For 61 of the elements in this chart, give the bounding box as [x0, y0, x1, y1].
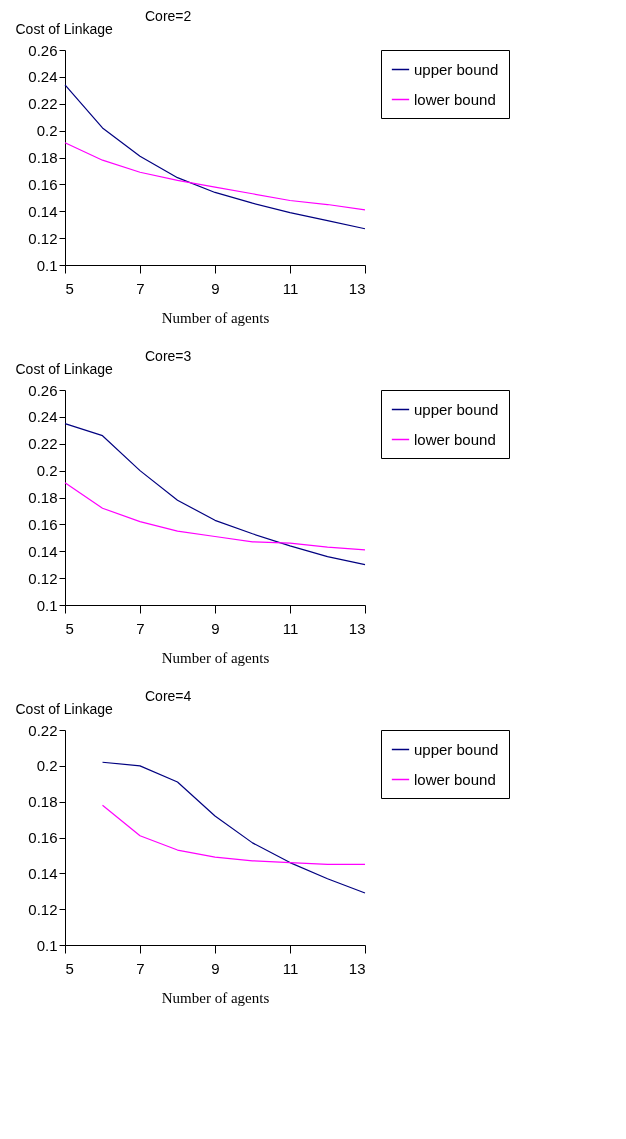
y-tick-label: 0.18 — [28, 149, 58, 166]
y-tick-label: 0.2 — [36, 757, 58, 775]
chart-title: Core=4 — [145, 688, 192, 704]
x-tick-label: 11 — [282, 279, 299, 297]
y-tick-label: 0.18 — [28, 489, 58, 506]
y-tick-label: 0.22 — [28, 435, 58, 453]
y-tick-label: 0.22 — [28, 721, 58, 739]
y-tick-label: 0.14 — [28, 542, 58, 560]
y-axis-title: Cost of Linkage — [15, 700, 113, 717]
y-tick-label: 0.16 — [28, 829, 58, 846]
legend-label: upper bound — [414, 60, 499, 78]
line-series — [64, 142, 366, 211]
y-axis-title: Cost of Linkage — [15, 360, 113, 377]
y-tick-label: 0.1 — [36, 596, 58, 614]
y-tick-label: 0.12 — [28, 900, 58, 918]
legend-label: lower bound — [414, 430, 496, 448]
x-tick-label: 9 — [211, 279, 220, 297]
y-tick-label: 0.14 — [28, 864, 58, 882]
chart-title: Core=2 — [145, 8, 192, 24]
y-tick-label: 0.26 — [28, 381, 58, 399]
legend-label: lower bound — [414, 770, 496, 788]
y-tick-label: 0.18 — [28, 793, 58, 811]
x-tick-label: 5 — [65, 279, 74, 297]
x-tick-label: 11 — [282, 959, 299, 977]
legend-label: upper bound — [414, 740, 499, 758]
x-tick-label: 13 — [348, 959, 366, 977]
line-series — [101, 804, 366, 865]
y-tick-label: 0.24 — [28, 68, 58, 86]
legend-label: lower bound — [414, 90, 496, 108]
line-series — [64, 422, 366, 566]
y-axis-title: Cost of Linkage — [15, 20, 113, 37]
y-tick-label: 0.1 — [36, 256, 58, 274]
x-tick-label: 7 — [136, 959, 145, 977]
x-tick-label: 5 — [65, 959, 74, 977]
line-series — [101, 761, 366, 894]
y-tick-label: 0.2 — [36, 122, 58, 140]
x-axis-title: Number of agents — [161, 309, 270, 326]
y-tick-label: 0.22 — [28, 95, 58, 113]
y-tick-label: 0.14 — [28, 202, 58, 220]
x-tick-label: 13 — [348, 279, 366, 297]
x-axis-title: Number of agents — [161, 649, 270, 666]
y-tick-label: 0.24 — [28, 408, 58, 426]
y-tick-label: 0.16 — [28, 515, 58, 533]
x-axis-title: Number of agents — [161, 989, 270, 1006]
y-tick-label: 0.2 — [36, 462, 58, 480]
y-tick-label: 0.26 — [28, 41, 58, 59]
y-tick-label: 0.1 — [36, 936, 58, 954]
x-tick-label: 13 — [348, 619, 366, 637]
y-tick-label: 0.12 — [28, 229, 58, 247]
x-tick-label: 9 — [211, 619, 220, 637]
x-tick-label: 11 — [282, 619, 299, 637]
x-tick-label: 7 — [136, 279, 145, 297]
y-tick-label: 0.12 — [28, 569, 58, 587]
line-series — [64, 482, 366, 551]
x-tick-label: 5 — [65, 619, 74, 637]
x-tick-label: 9 — [211, 959, 220, 977]
chart-title: Core=3 — [145, 348, 192, 364]
y-tick-label: 0.16 — [28, 175, 58, 193]
line-series — [64, 84, 366, 230]
x-tick-label: 7 — [136, 619, 145, 637]
legend-label: upper bound — [414, 400, 499, 418]
